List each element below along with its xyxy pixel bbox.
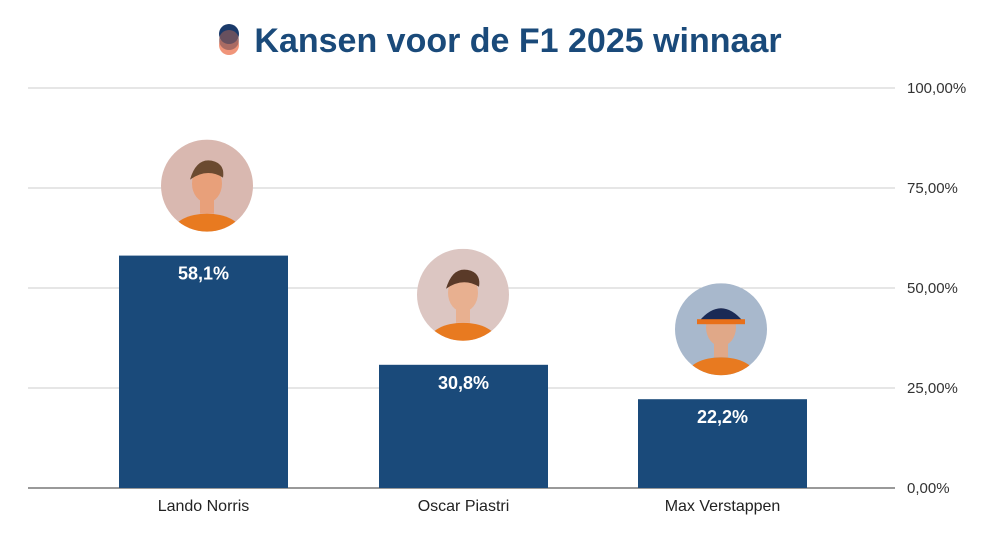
data-label: 58,1% <box>178 264 229 284</box>
chart-title-text: Kansen voor de F1 2025 winnaar <box>254 22 782 60</box>
category-label: Max Verstappen <box>665 498 781 515</box>
y-tick-label: 50,00% <box>907 280 958 297</box>
bar <box>119 255 288 488</box>
driver-photo-icon <box>417 248 509 341</box>
bar <box>379 364 548 488</box>
y-tick-label: 100,00% <box>907 80 966 97</box>
data-label: 22,2% <box>697 407 748 427</box>
chart-title: Kansen voor de F1 2025 winnaar <box>0 22 1000 63</box>
bar <box>638 399 807 488</box>
driver-photo-icon <box>161 139 253 232</box>
y-tick-label: 75,00% <box>907 180 958 197</box>
data-label: 30,8% <box>438 373 489 393</box>
category-label: Oscar Piastri <box>418 498 510 515</box>
driver-photo-icon <box>675 283 767 376</box>
category-label: Lando Norris <box>158 498 250 515</box>
y-tick-label: 25,00% <box>907 380 958 397</box>
avatar-icon <box>219 24 240 56</box>
y-tick-label: 0,00% <box>907 480 950 497</box>
